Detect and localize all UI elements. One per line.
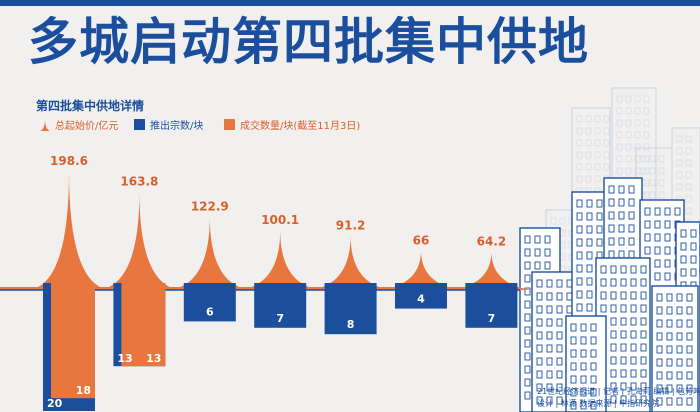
count-value-label: 6 — [206, 305, 214, 318]
price-value-label: 64.2 — [477, 234, 507, 248]
sold-value-label: 18 — [76, 384, 91, 397]
count-value-label: 7 — [488, 312, 496, 325]
sold-bar — [51, 283, 95, 399]
count-bar — [183, 283, 236, 322]
sold-bar — [121, 283, 166, 367]
price-spike — [240, 229, 321, 290]
price-spike — [99, 191, 180, 290]
price-value-label: 100.1 — [261, 213, 299, 227]
spike-legend-icon — [40, 118, 50, 131]
legend-count: 推出宗数/块 — [134, 117, 203, 132]
count-bar — [254, 283, 307, 328]
price-spike — [169, 216, 250, 290]
count-bar — [324, 283, 377, 335]
main-title: 多城启动第四批集中供地 — [28, 13, 589, 71]
count-bar — [465, 283, 518, 328]
count-value-label: 7 — [276, 312, 284, 325]
count-value-label: 4 — [417, 293, 425, 306]
price-value-label: 198.6 — [50, 154, 88, 168]
top-accent-bar — [0, 0, 700, 6]
price-value-label: 66 — [413, 233, 430, 247]
price-value-label: 122.9 — [191, 199, 229, 213]
price-value-label: 163.8 — [120, 175, 158, 189]
count-bars: 20 18 13 13 6 7 8 4 7 — [43, 283, 518, 411]
credits-line-1: 21世纪经济报道 | 记者 | 孔海莉 编辑 | 包芳鸣 — [537, 387, 700, 396]
price-spike — [451, 251, 532, 290]
count-value-label: 8 — [347, 318, 355, 331]
price-spike — [29, 170, 109, 290]
blue-square-legend-icon — [134, 119, 145, 130]
count-value-label: 13 — [117, 352, 132, 365]
price-spike — [381, 250, 461, 290]
legend-sold-label: 成交数量/块(截至11月3日) — [240, 121, 361, 132]
price-value-label: 91.2 — [336, 218, 366, 232]
buildings-illustration — [519, 87, 700, 412]
chart-subtitle: 第四批集中供地详情 — [36, 99, 145, 113]
count-bar — [395, 283, 447, 309]
count-value-label: 20 — [47, 397, 63, 410]
legend-sold: 成交数量/块(截至11月3日) — [224, 117, 360, 132]
legend-price-label: 总起始价/亿元 — [55, 121, 119, 132]
credits-line-2: 设计 | 林潇 数据来源 | 中指研究院 — [537, 399, 660, 408]
orange-square-legend-icon — [224, 119, 235, 130]
legend-count-label: 推出宗数/块 — [150, 121, 204, 132]
sold-value-label: 13 — [146, 352, 161, 365]
price-spike — [310, 235, 391, 290]
legend-price: 总起始价/亿元 — [40, 117, 118, 132]
